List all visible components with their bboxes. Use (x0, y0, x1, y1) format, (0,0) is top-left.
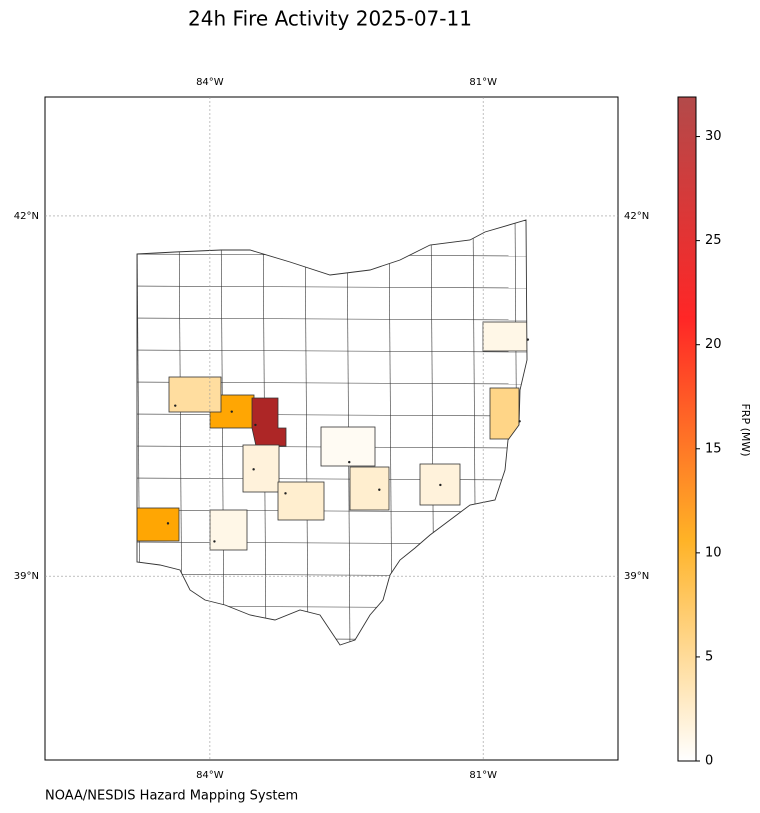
county-line (137, 477, 527, 481)
state-outline (136, 219, 528, 646)
county (482, 321, 527, 352)
colorbar-tick-label: 15 (705, 441, 722, 456)
fire-point (166, 522, 170, 525)
county-line (304, 220, 309, 645)
county (349, 466, 390, 511)
fire-point (254, 423, 257, 427)
colorbar-tick-label: 10 (705, 545, 722, 560)
county-line (220, 220, 225, 645)
fire-point (230, 410, 233, 413)
fire-point (174, 404, 177, 407)
county (168, 376, 222, 413)
county (320, 426, 376, 467)
lat-tick-label: 39°N (14, 571, 39, 582)
lon-tick-label: 84°W (196, 77, 224, 88)
source-note: NOAA/NESDIS Hazard Mapping System (45, 789, 298, 804)
map-title: 24h Fire Activity 2025-07-11 (188, 7, 472, 31)
county (137, 507, 180, 542)
colorbar-tick-label: 25 (705, 233, 722, 248)
county (277, 481, 325, 521)
county (251, 397, 287, 447)
county (209, 509, 248, 551)
colorbar-tick-label: 5 (705, 649, 713, 664)
lon-tick-label: 84°W (196, 770, 224, 781)
lon-tick-label: 81°W (469, 77, 497, 88)
colorbar-tick-label: 0 (705, 754, 713, 769)
colorbar-tick-label: 30 (705, 129, 722, 144)
fire-point (378, 488, 381, 491)
county-line (137, 413, 527, 417)
colorbar-tick-label: 20 (705, 337, 722, 352)
fire-point (439, 483, 442, 487)
lat-tick-label: 42°N (14, 211, 39, 222)
fire-point (348, 460, 351, 464)
county-line (137, 317, 527, 321)
fire-point (213, 540, 216, 543)
lat-tick-label: 39°N (624, 571, 649, 582)
fire-point (252, 468, 255, 471)
colorbar-axis: 0 5 10 15 20 25 30 (696, 129, 722, 769)
graticule: 84°W 84°W 81°W 81°W 42°N 42°N 39°N 39°N (14, 77, 649, 781)
fire-points (166, 338, 530, 543)
colorbar-label: FRP (MW) (739, 403, 752, 456)
fire-point (526, 338, 530, 341)
county (242, 444, 280, 493)
county-line (137, 349, 527, 353)
fire-point (518, 420, 521, 423)
colorbar (677, 96, 697, 762)
county-line (137, 285, 527, 289)
lon-tick-label: 81°W (469, 770, 497, 781)
lat-tick-label: 42°N (624, 211, 649, 222)
fire-point (284, 492, 287, 495)
